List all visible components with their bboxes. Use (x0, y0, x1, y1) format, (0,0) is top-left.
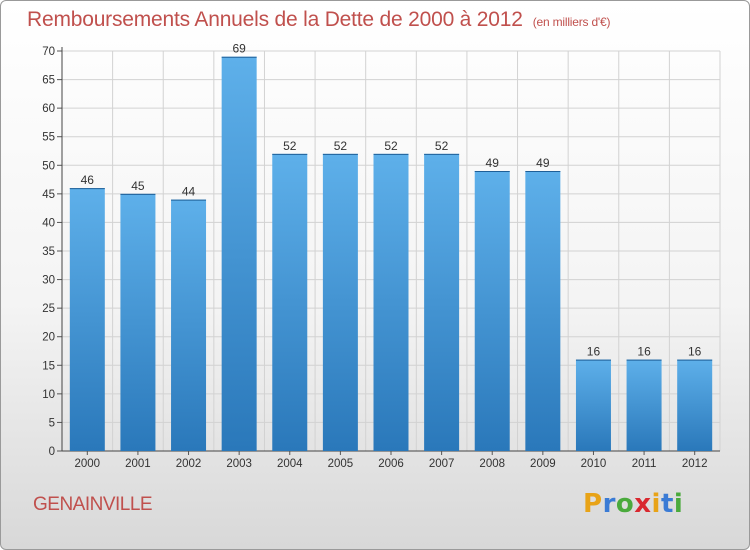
data-label: 16 (637, 345, 651, 359)
unit-note: (en milliers d'€) (532, 15, 611, 29)
data-label: 52 (384, 139, 398, 153)
logo-letter: o (615, 489, 635, 519)
x-tick-label: 2008 (479, 458, 505, 470)
data-label: 69 (232, 42, 246, 56)
y-tick-label: 30 (42, 275, 55, 287)
logo-letter: r (602, 489, 616, 519)
x-tick-label: 2001 (125, 458, 151, 470)
x-tick-label: 2010 (581, 458, 607, 470)
y-tick-label: 35 (42, 246, 55, 258)
bar-2003 (221, 56, 257, 451)
data-label: 49 (486, 156, 500, 170)
y-tick-label: 60 (42, 103, 55, 115)
x-tick-label: 2002 (176, 458, 202, 470)
logo-letter: i (651, 489, 661, 519)
data-label: 44 (182, 185, 196, 199)
x-tick-label: 2004 (277, 458, 303, 470)
data-label: 52 (334, 139, 348, 153)
y-tick-label: 40 (42, 217, 55, 229)
bar-2008 (474, 171, 510, 451)
bar-2010 (575, 359, 611, 451)
logo-letter: x (634, 489, 652, 519)
y-tick-label: 15 (42, 360, 55, 372)
data-label: 52 (435, 139, 449, 153)
data-label: 46 (81, 173, 95, 187)
y-tick-label: 55 (42, 132, 55, 144)
x-tick-label: 2009 (530, 458, 556, 470)
proxiti-logo: Proxiti (583, 489, 683, 519)
commune-name: GENAINVILLE (33, 494, 153, 515)
logo-letter: i (673, 489, 684, 519)
y-tick-label: 5 (49, 417, 55, 429)
y-tick-label: 25 (42, 303, 55, 315)
bar-2006 (373, 153, 409, 451)
chart-title: Remboursements Annuels de la Dette de 20… (27, 8, 610, 32)
x-tick-label: 2000 (75, 458, 101, 470)
y-tick-label: 10 (42, 389, 55, 401)
bar-2007 (424, 153, 460, 451)
bar-2000 (69, 188, 105, 451)
data-label: 16 (688, 345, 702, 359)
y-tick-label: 70 (42, 46, 55, 58)
bar-2005 (322, 153, 358, 451)
y-tick-label: 20 (42, 332, 55, 344)
data-label: 52 (283, 139, 297, 153)
x-tick-label: 2003 (226, 458, 252, 470)
y-tick-label: 45 (42, 189, 55, 201)
data-label: 45 (131, 179, 145, 193)
logo-letter: t (660, 489, 674, 519)
bar-2004 (272, 153, 308, 451)
x-tick-label: 2007 (429, 458, 455, 470)
x-tick-label: 2005 (328, 458, 354, 470)
data-label: 16 (587, 345, 601, 359)
x-tick-label: 2011 (632, 458, 657, 470)
bar-2001 (120, 193, 156, 451)
title-text: Remboursements Annuels de la Dette de 20… (27, 8, 523, 31)
x-tick-label: 2006 (378, 458, 404, 470)
logo-letter: P (583, 489, 603, 519)
bar-2011 (626, 359, 662, 451)
bar-2012 (677, 359, 713, 451)
x-tick-label: 2012 (682, 458, 708, 470)
bar-2002 (171, 199, 207, 451)
y-tick-label: 65 (42, 75, 55, 87)
bar-2009 (525, 171, 561, 451)
y-tick-label: 50 (42, 160, 55, 172)
data-label: 49 (536, 156, 550, 170)
y-tick-label: 0 (49, 446, 55, 458)
